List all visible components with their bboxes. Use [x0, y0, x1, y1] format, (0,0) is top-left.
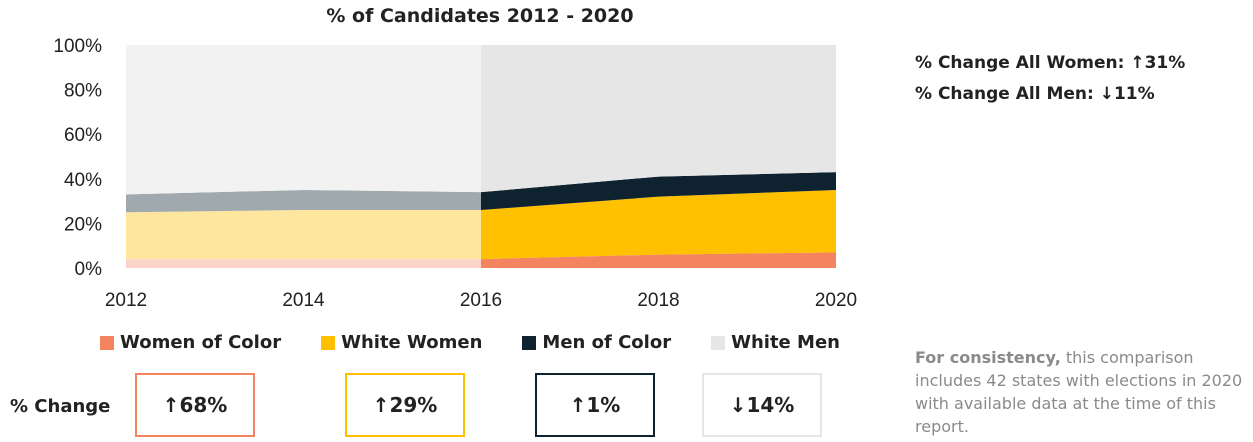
arrow-up-icon: ↑ [569, 393, 587, 417]
area-men-of-color-recent [481, 172, 836, 211]
legend-label: White Women [341, 332, 483, 353]
note-body: this comparison includes 42 states with … [915, 348, 1243, 436]
summary: % Change All Women: ↑31% % Change All Me… [915, 48, 1185, 110]
area-women-of-color-early [126, 259, 481, 268]
area-women-of-color-recent [481, 252, 836, 268]
x-tick-label: 2018 [637, 290, 679, 311]
legend-swatch [522, 335, 537, 350]
change-box-men-of-color: ↑ 1% [535, 373, 655, 437]
area-men-of-color-early [126, 189, 481, 213]
area-white-men-recent [481, 45, 836, 193]
consistency-note: For consistency, this comparison include… [915, 346, 1245, 438]
y-tick-label: 60% [64, 125, 102, 146]
y-axis: 0% 20% 40% 60% 80% 100% [53, 36, 102, 280]
chart-title: % of Candidates 2012 - 2020 [326, 5, 634, 27]
x-tick-label: 2020 [815, 290, 857, 311]
legend-men-of-color: Men of Color [522, 332, 671, 353]
legend: Women of Color White Women Men of Color … [100, 332, 840, 353]
stacked-area-chart: 0% 20% 40% 60% 80% 100% 2012 2014 2016 2018 2020 [53, 36, 857, 311]
change-box-women-of-color: ↑ 68% [135, 373, 255, 437]
arrow-up-icon: ↑ [162, 393, 180, 417]
area-layers [126, 45, 836, 268]
legend-label: Men of Color [542, 332, 672, 353]
change-label: % Change [10, 396, 111, 417]
y-tick-label: 80% [64, 81, 102, 102]
x-tick-label: 2016 [460, 290, 502, 311]
change-box-white-men: ↓ 14% [702, 373, 822, 437]
change-value: 68% [179, 393, 228, 417]
x-tick-label: 2012 [105, 290, 147, 311]
x-axis: 2012 2014 2016 2018 2020 [105, 290, 857, 311]
legend-swatch [711, 335, 726, 350]
legend-swatch [321, 335, 336, 350]
y-tick-label: 100% [53, 36, 102, 57]
area-white-women-early [126, 210, 481, 260]
y-tick-label: 20% [64, 214, 102, 235]
legend-swatch [100, 335, 114, 350]
arrow-up-icon: ↑ [372, 393, 390, 417]
legend-white-women: White Women [321, 332, 482, 353]
x-tick-label: 2014 [282, 290, 325, 311]
change-box-white-women: ↑ 29% [345, 373, 465, 437]
legend-label: White Men [731, 332, 840, 353]
summary-women: % Change All Women: ↑31% [915, 53, 1186, 73]
area-white-men-early [126, 45, 481, 195]
y-tick-label: 40% [64, 170, 102, 191]
change-value: 14% [746, 393, 795, 417]
legend-women-of-color: Women of Color [100, 332, 281, 353]
arrow-down-icon: ↓ [729, 393, 747, 417]
legend-white-men: White Men [711, 332, 840, 353]
change-value: 29% [389, 393, 438, 417]
summary-men: % Change All Men: ↓11% [915, 84, 1155, 104]
legend-label: Women of Color [120, 332, 282, 353]
y-tick-label: 0% [75, 259, 103, 280]
area-white-women-recent [481, 189, 836, 260]
change-value: 1% [586, 393, 621, 417]
note-lead: For consistency, [915, 348, 1061, 367]
